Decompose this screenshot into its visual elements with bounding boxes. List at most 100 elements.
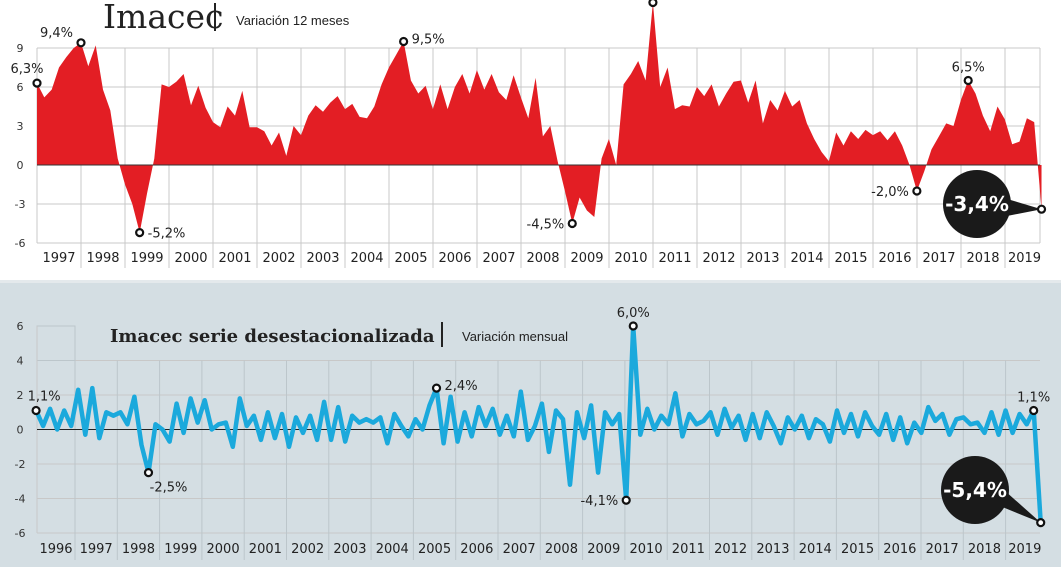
x-year-label: 2008 bbox=[526, 251, 559, 266]
y-tick-label: -3 bbox=[15, 198, 26, 211]
x-year-label: 2010 bbox=[630, 542, 663, 557]
x-year-label: 2010 bbox=[614, 251, 647, 266]
y-tick-label: 6 bbox=[17, 320, 24, 333]
x-year-label: 2011 bbox=[672, 542, 705, 557]
data-label: 9,5% bbox=[412, 33, 445, 48]
x-year-label: 2001 bbox=[218, 251, 251, 266]
x-year-label: 2005 bbox=[418, 542, 451, 557]
x-year-label: 2016 bbox=[883, 542, 916, 557]
chart1-subtitle: Variación 12 meses bbox=[236, 13, 350, 28]
x-year-label: 2006 bbox=[460, 542, 493, 557]
data-point-marker bbox=[621, 495, 631, 505]
data-label: -4,1% bbox=[580, 494, 618, 509]
data-label: 9,4% bbox=[40, 26, 73, 41]
y-tick-label: -2 bbox=[15, 458, 26, 471]
data-point-marker bbox=[648, 0, 658, 8]
data-label: -2,0% bbox=[871, 185, 909, 200]
x-year-label: 2018 bbox=[968, 542, 1001, 557]
data-point-marker bbox=[1036, 204, 1047, 214]
x-year-label: 2003 bbox=[306, 251, 339, 266]
callout-bubble bbox=[941, 456, 1009, 524]
x-year-label: 2004 bbox=[350, 251, 383, 266]
x-year-label: 1998 bbox=[122, 542, 155, 557]
data-label: 6,3% bbox=[10, 62, 43, 77]
x-year-label: 2013 bbox=[746, 251, 779, 266]
x-year-label: 2003 bbox=[333, 542, 366, 557]
chart2-subtitle: Variación mensual bbox=[462, 329, 568, 344]
y-tick-label: -6 bbox=[15, 527, 26, 540]
x-year-label: 2011 bbox=[658, 251, 691, 266]
x-year-label: 2018 bbox=[966, 251, 999, 266]
data-point-marker bbox=[32, 78, 42, 88]
x-year-label: 2002 bbox=[262, 251, 295, 266]
y-tick-label: 9 bbox=[17, 42, 24, 55]
chart-seasonally-adjusted-monthly: 6 4 2 0 -2 -4 -6 1996 1997 1998 1999 2000 2001 2002 20… bbox=[15, 306, 1050, 560]
data-point-marker bbox=[1029, 405, 1039, 416]
y-tick-label: 0 bbox=[17, 424, 24, 437]
x-year-label: 2015 bbox=[841, 542, 874, 557]
x-year-label: 2012 bbox=[714, 542, 747, 557]
x-year-label: 2014 bbox=[799, 542, 832, 557]
x-year-label: 1999 bbox=[130, 251, 163, 266]
data-label: 1,1% bbox=[1017, 391, 1050, 406]
callout-value: -3,4% bbox=[945, 192, 1009, 216]
x-year-label: 2017 bbox=[926, 542, 959, 557]
chart1-title: Imacec bbox=[103, 0, 224, 36]
data-label: 6,5% bbox=[952, 61, 985, 76]
data-point-marker bbox=[76, 38, 86, 48]
y-tick-label: 6 bbox=[17, 81, 24, 94]
y-tick-label: -6 bbox=[15, 237, 26, 250]
y-tick-label: 4 bbox=[17, 355, 24, 368]
x-year-label: 2019 bbox=[1008, 542, 1041, 557]
x-year-label: 2017 bbox=[922, 251, 955, 266]
x-year-label: 1999 bbox=[164, 542, 197, 557]
data-label: 12,5% bbox=[604, 0, 645, 1]
y-tick-label: 0 bbox=[17, 159, 24, 172]
x-year-label: 2019 bbox=[1008, 251, 1041, 266]
data-label: -4,5% bbox=[527, 218, 565, 233]
data-label: 2,4% bbox=[445, 379, 478, 394]
data-point-marker bbox=[135, 228, 145, 238]
data-point-marker bbox=[567, 218, 577, 229]
x-year-label: 2009 bbox=[570, 251, 603, 266]
data-point-marker bbox=[31, 405, 41, 416]
data-point-marker bbox=[628, 321, 638, 331]
x-year-label: 1997 bbox=[42, 251, 75, 266]
data-label: 1,1% bbox=[28, 390, 61, 405]
x-year-label: 2001 bbox=[249, 542, 282, 557]
x-year-label: 1997 bbox=[80, 542, 113, 557]
x-year-label: 2014 bbox=[790, 251, 823, 266]
chart2-title: Imacec serie desestacionalizada bbox=[110, 326, 435, 347]
x-year-label: 2000 bbox=[207, 542, 240, 557]
x-year-label: 2009 bbox=[587, 542, 620, 557]
x-year-label: 2012 bbox=[702, 251, 735, 266]
data-point-marker bbox=[143, 468, 154, 478]
x-year-label: 2008 bbox=[545, 542, 578, 557]
x-year-label: 2015 bbox=[834, 251, 867, 266]
x-year-label: 2007 bbox=[482, 251, 515, 266]
panel-divider bbox=[0, 280, 1061, 283]
series-area bbox=[37, 2, 1042, 233]
x-year-label: 2016 bbox=[878, 251, 911, 266]
data-point-marker bbox=[912, 186, 922, 196]
callout-value: -5,4% bbox=[943, 478, 1007, 502]
x-year-label: 1998 bbox=[86, 251, 119, 266]
x-year-label: 2007 bbox=[503, 542, 536, 557]
data-point-marker bbox=[431, 383, 442, 393]
x-year-label: 2002 bbox=[291, 542, 324, 557]
data-label: -5,2% bbox=[148, 227, 186, 242]
title-divider bbox=[214, 3, 216, 31]
callout-bubble bbox=[943, 170, 1011, 238]
data-label: -2,5% bbox=[150, 481, 188, 496]
y-tick-label: 3 bbox=[17, 120, 24, 133]
y-tick-label: 2 bbox=[17, 389, 24, 402]
x-year-label: 1996 bbox=[39, 542, 72, 557]
data-label: 6,0% bbox=[617, 306, 650, 321]
x-year-label: 2006 bbox=[438, 251, 471, 266]
x-year-label: 2013 bbox=[756, 542, 789, 557]
x-year-label: 2005 bbox=[394, 251, 427, 266]
data-point-marker bbox=[399, 36, 409, 47]
x-year-label: 2000 bbox=[174, 251, 207, 266]
data-point-marker bbox=[963, 75, 973, 86]
